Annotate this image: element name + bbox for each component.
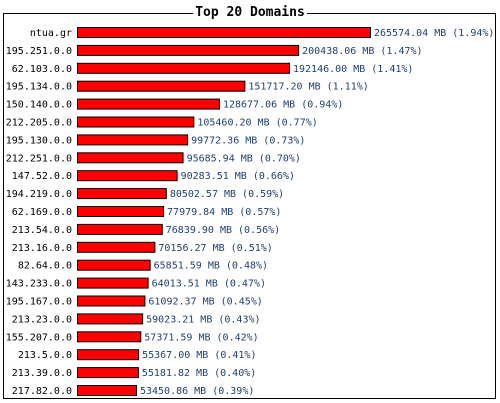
value-label: 200438.06 MB (1.47%)	[302, 46, 422, 57]
bar	[77, 223, 163, 235]
category-label: 195.134.0.0	[6, 82, 72, 93]
value-label: 95685.94 MB (0.70%)	[187, 153, 301, 164]
category-label: 82.64.0.0	[18, 261, 72, 272]
bar	[77, 116, 195, 128]
value-label: 77979.84 MB (0.57%)	[167, 207, 281, 218]
category-label: 217.82.0.0	[12, 386, 72, 397]
value-label: 192146.00 MB (1.41%)	[293, 64, 413, 75]
category-label: 143.233.0.0	[6, 279, 72, 290]
chart-title: Top 20 Domains	[0, 5, 500, 21]
value-label: 55181.82 MB (0.40%)	[142, 368, 256, 379]
bar	[77, 170, 178, 182]
bar	[77, 152, 184, 164]
category-label: 212.251.0.0	[6, 153, 72, 164]
value-label: 90283.51 MB (0.66%)	[181, 171, 295, 182]
value-label: 59023.21 MB (0.43%)	[146, 314, 260, 325]
bar	[77, 385, 137, 396]
bar	[77, 313, 144, 325]
value-label: 65851.59 MB (0.48%)	[154, 261, 268, 272]
value-label: 57371.59 MB (0.42%)	[144, 332, 258, 343]
value-label: 151717.20 MB (1.11%)	[248, 82, 368, 93]
category-label: 213.54.0.0	[12, 225, 72, 236]
value-label: 105460.20 MB (0.77%)	[197, 118, 317, 129]
category-label: 194.219.0.0	[6, 189, 72, 200]
category-label: 62.169.0.0	[12, 207, 72, 218]
category-label: 195.130.0.0	[6, 135, 72, 146]
value-label: 99772.36 MB (0.73%)	[191, 135, 305, 146]
bar	[77, 295, 146, 307]
value-label: 53450.86 MB (0.39%)	[140, 386, 254, 397]
bar	[77, 349, 140, 361]
bar	[77, 134, 189, 146]
chart-title-text: Top 20 Domains	[193, 5, 307, 20]
bar	[77, 188, 167, 200]
category-label: 195.167.0.0	[6, 297, 72, 308]
category-label: 195.251.0.0	[6, 46, 72, 57]
bar	[77, 27, 371, 38]
category-label: 147.52.0.0	[12, 171, 72, 182]
category-label: 150.140.0.0	[6, 100, 72, 111]
category-label: 155.207.0.0	[6, 332, 72, 343]
category-label: 62.103.0.0	[12, 64, 72, 75]
category-label: 213.39.0.0	[12, 368, 72, 379]
category-label: 213.16.0.0	[12, 243, 72, 254]
category-label: ntua.gr	[30, 28, 72, 39]
value-label: 80502.57 MB (0.59%)	[170, 189, 284, 200]
category-label: 213.23.0.0	[12, 314, 72, 325]
bar	[77, 62, 290, 74]
bar	[77, 277, 149, 289]
bar	[77, 98, 220, 110]
value-label: 61092.37 MB (0.45%)	[148, 297, 262, 308]
bar	[77, 44, 300, 56]
value-label: 55367.00 MB (0.41%)	[142, 350, 256, 361]
bar	[77, 367, 139, 379]
category-label: 213.5.0.0	[18, 350, 72, 361]
bar	[77, 206, 165, 217]
value-label: 76839.90 MB (0.56%)	[166, 225, 280, 236]
bar	[77, 259, 151, 271]
bar	[77, 241, 156, 253]
value-label: 128677.06 MB (0.94%)	[223, 100, 343, 111]
value-label: 64013.51 MB (0.47%)	[152, 279, 266, 290]
bar	[77, 331, 142, 343]
value-label: 70156.27 MB (0.51%)	[158, 243, 272, 254]
category-label: 212.205.0.0	[6, 118, 72, 129]
bar	[77, 80, 246, 92]
value-label: 265574.04 MB (1.94%)	[374, 28, 494, 39]
